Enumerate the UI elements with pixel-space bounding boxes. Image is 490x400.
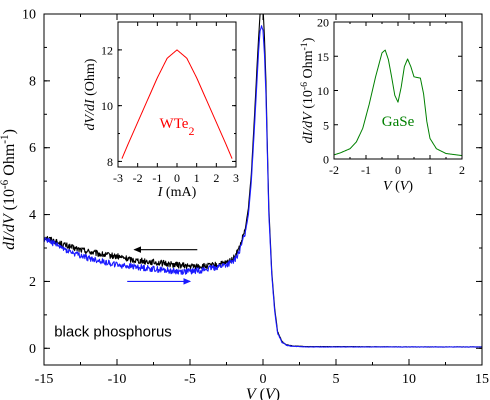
label-fragment: ( [256,386,265,400]
label-fragment: V [383,179,393,194]
label-fragment: I [157,185,164,200]
x-tick-label: 1 [427,163,433,177]
black-phosphorus-label: black phosphorus [54,324,172,341]
main-annotation-layer: black phosphorus [54,324,172,341]
label-fragment: -6 [0,179,11,189]
y-tick-label: 8 [29,74,36,89]
x-tick-label: 15 [475,372,489,387]
label-fragment: ) [1,129,18,134]
series-group [334,49,462,157]
x-tick-label: -10 [108,372,127,387]
series-line [334,49,462,157]
y-tick-label: 10 [22,8,36,23]
label-fragment: V [400,179,410,194]
label-fragment: dI/dV [301,111,316,144]
label-fragment: Ohm [301,50,316,82]
y-tick-label: 15 [317,50,329,64]
label-fragment: dV/dI [83,98,98,130]
y-axis-title: dI/dV (10-6 Ohm-1) [0,129,18,250]
y-axis-title: dI/dV (10-6 Ohm-1) [299,37,317,143]
series-group [44,14,482,348]
y-tick-label: 10 [317,84,329,98]
label-fragment: Ohm [1,143,18,180]
label-fragment: ) [301,37,316,42]
x-tick-label: -1 [361,163,371,177]
x-tick-label: 0 [395,163,401,177]
x-tick-label: -3 [113,171,123,185]
x-tick-label: 1 [194,171,200,185]
y-tick-label: 4 [29,208,36,223]
x-axis-title: V (V) [383,179,413,194]
y-tick-label: 2 [29,275,36,290]
x-tick-label: 0 [260,372,267,387]
label-fragment: -6 [299,82,310,90]
y-axis-title: dV/dI (Ohm) [83,58,98,130]
gase-label: GaSe [382,114,415,130]
x-tick-label: 2 [459,163,465,177]
x-axis-title: I (mA) [157,185,197,200]
label-fragment: -1 [299,42,310,50]
x-tick-label: -1 [152,171,162,185]
x-axis-title: V (V) [246,386,280,400]
wte2-label: WTe2 [160,116,195,138]
label-fragment: ) [275,386,280,400]
label-fragment: ( [392,179,401,194]
label-fragment: 2 [188,124,194,138]
label-fragment: (10 [1,189,18,214]
x-tick-label: -15 [35,372,54,387]
y-tick-label: 5 [323,118,329,132]
label-fragment: V [246,386,258,400]
y-tick-label: 20 [317,16,329,30]
series-line [44,25,482,348]
x-tick-label: 10 [402,372,416,387]
y-tick-label: 0 [29,342,36,357]
label-fragment: V [265,386,277,400]
label-fragment: (10 [301,90,316,112]
plot-background [118,22,236,167]
x-tick-label: -2 [133,171,143,185]
series-line [121,49,233,159]
y-tick-label: 6 [29,141,36,156]
x-tick-label: 0 [174,171,180,185]
x-tick-label: -5 [184,372,196,387]
y-tick-label: 0 [323,153,329,167]
x-tick-label: 3 [233,171,239,185]
label-fragment: (Ohm) [83,58,98,99]
label-fragment: ) [408,179,413,194]
y-tick-label: 12 [101,43,113,57]
label-fragment: WTe [160,116,189,132]
label-fragment: dI/dV [1,212,18,250]
y-tick-label: 10 [101,99,113,113]
x-tick-label: 2 [213,171,219,185]
x-tick-label: 5 [333,372,340,387]
y-tick-label: 8 [107,155,113,169]
label-fragment: -1 [0,134,11,143]
x-tick-label: -2 [329,163,339,177]
plot-background [334,22,462,159]
label-fragment: (mA) [162,185,196,200]
series-group [121,49,233,159]
